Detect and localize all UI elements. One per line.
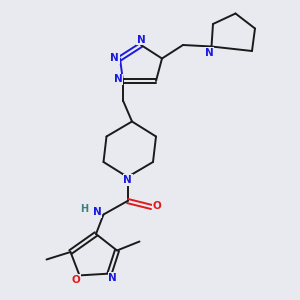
Text: N: N — [108, 273, 117, 283]
Text: N: N — [205, 47, 214, 58]
Text: N: N — [114, 74, 123, 85]
Text: N: N — [110, 53, 119, 64]
Text: N: N — [136, 34, 146, 45]
Text: H: H — [80, 204, 88, 214]
Text: N: N — [123, 175, 132, 185]
Text: N: N — [92, 207, 101, 217]
Text: O: O — [152, 201, 161, 212]
Text: O: O — [71, 275, 80, 285]
